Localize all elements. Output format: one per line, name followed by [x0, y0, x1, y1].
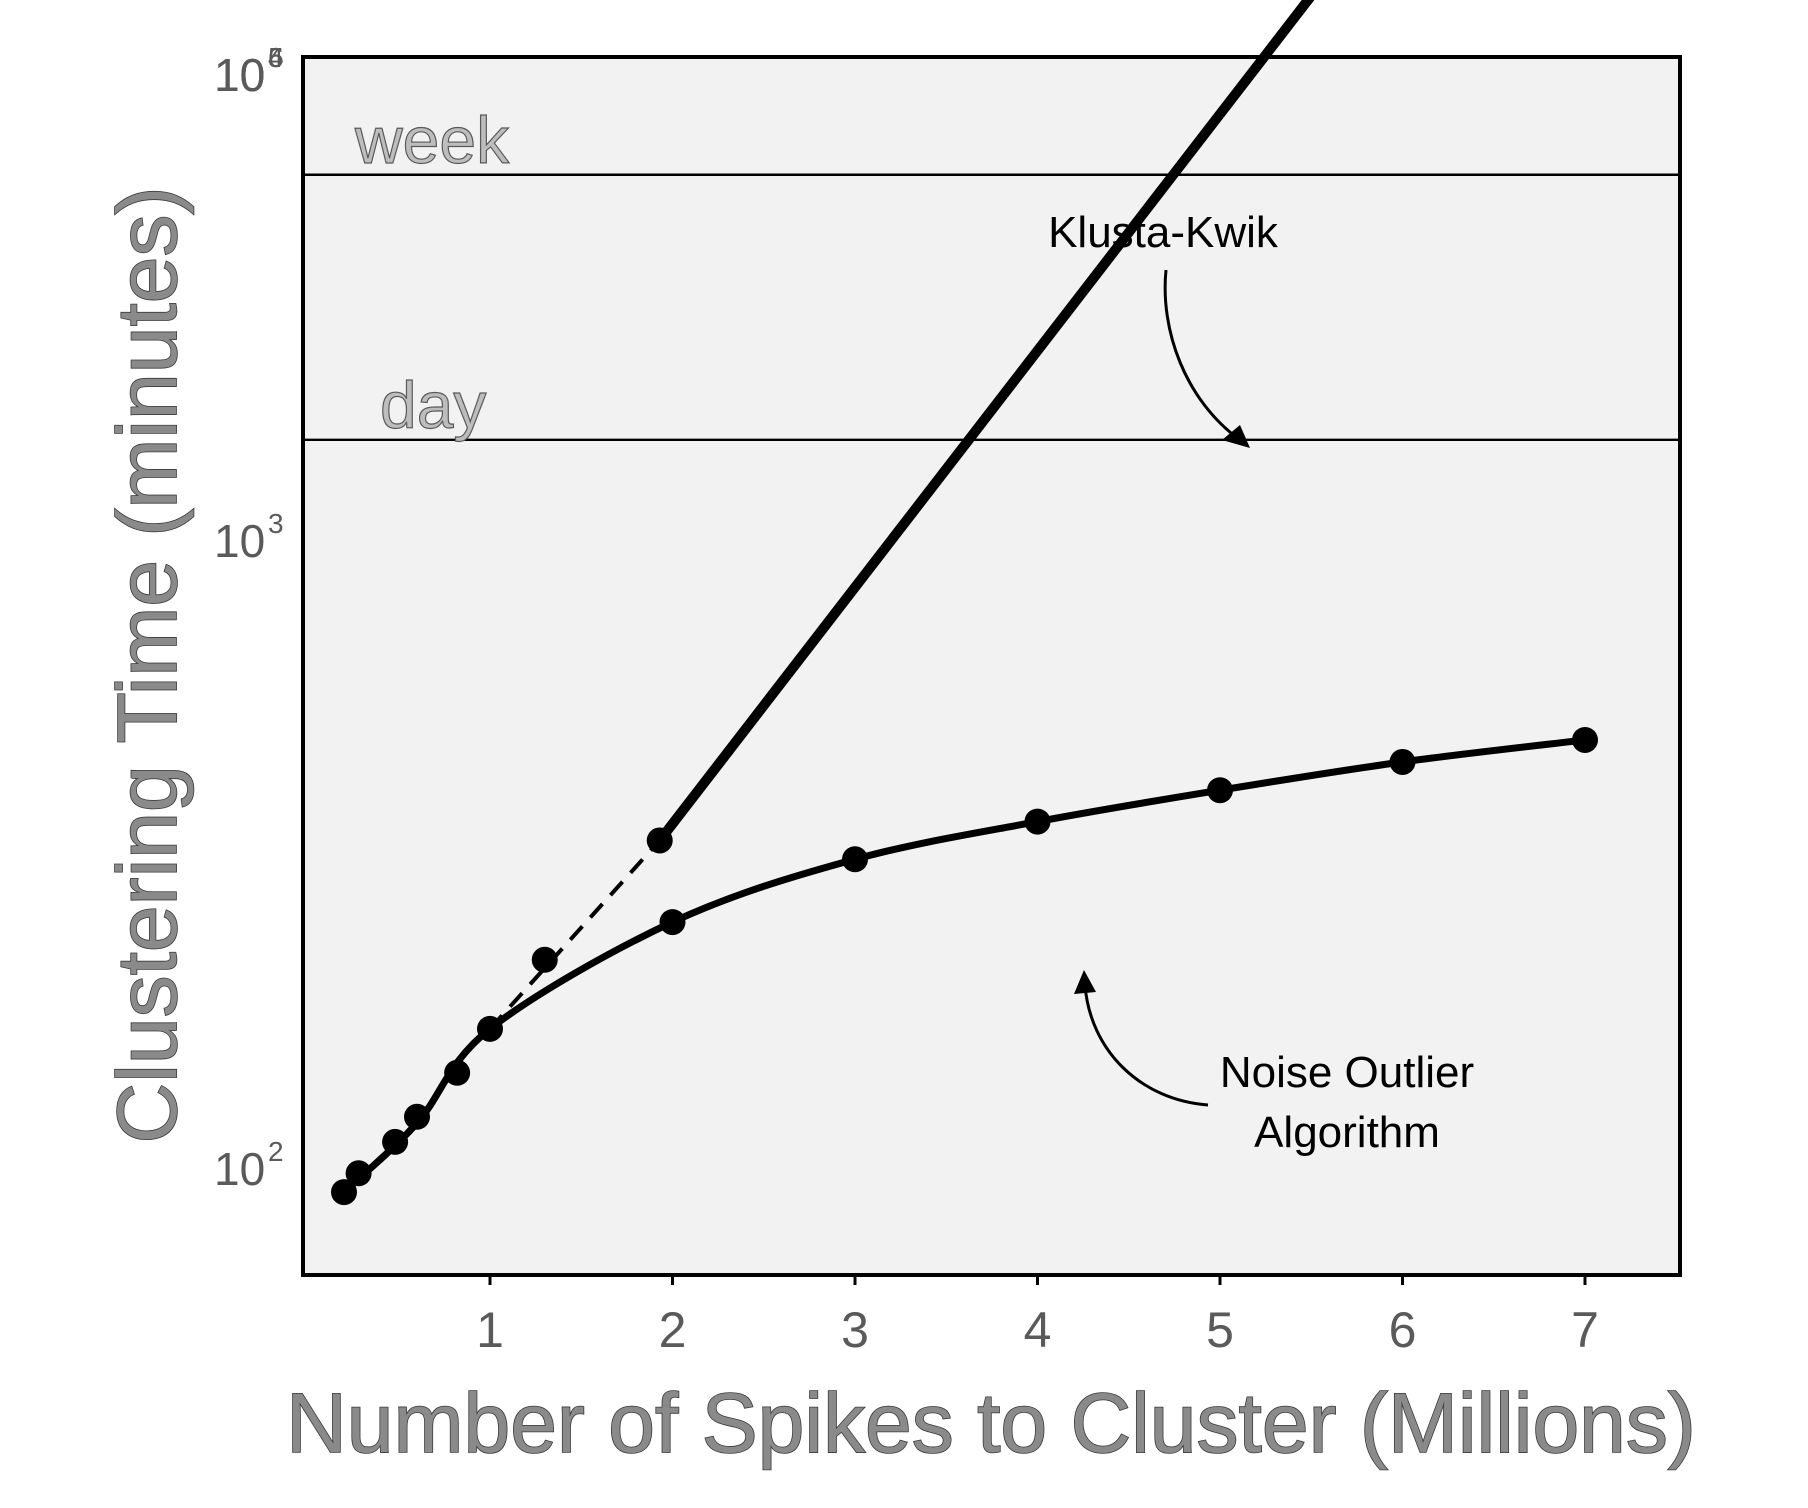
plot-area — [303, 57, 1680, 1275]
klusta-kwik-point-2 — [382, 1128, 409, 1155]
x-tick-label-2: 3 — [841, 1302, 869, 1358]
y-tick-exponent-2: 4 — [268, 42, 284, 73]
y-tick-4: 10 6 — [214, 42, 284, 101]
noise-outlier-label-line-2: Algorithm — [1254, 1108, 1440, 1157]
klusta-kwik-line — [654, 0, 1315, 846]
klusta-kwik-point-6 — [646, 827, 673, 854]
noise-outlier-point-1 — [659, 909, 686, 936]
noise-outlier-point-5 — [1389, 748, 1416, 775]
annotations: Klusta-Kwik Noise Outlier Algorithm — [1048, 208, 1474, 1157]
noise-outlier-point-2 — [842, 846, 868, 873]
y-tick-label-0: 10 — [214, 1143, 265, 1195]
y-tick-label-3: 10 — [214, 49, 265, 101]
y-tick-exponent-3: 5 — [268, 42, 284, 73]
noise-outlier-point-6 — [1572, 726, 1598, 753]
klusta-kwik-dashed-line — [488, 839, 662, 1031]
series-layer — [331, 0, 1598, 1206]
noise-outlier-label-line-1: Noise Outlier — [1220, 1048, 1474, 1097]
x-axis-title: Number of Spikes to Cluster (Millions) — [286, 1376, 1696, 1470]
reference-label-week: week — [354, 103, 510, 177]
y-tick-3: 10 5 — [214, 42, 284, 101]
plot-frame — [301, 55, 1682, 1277]
y-tick-exponent-4: 6 — [268, 42, 284, 73]
klusta-kwik-label: Klusta-Kwik — [1048, 208, 1279, 257]
reference-label-day: day — [380, 368, 486, 442]
y-tick-label-2: 10 — [214, 49, 265, 101]
klusta-kwik-point-5 — [531, 946, 558, 973]
noise-outlier-point-3 — [1024, 808, 1051, 835]
x-tick-label-1: 2 — [659, 1302, 687, 1358]
y-tick-label-4: 10 — [214, 49, 265, 101]
y-tick-0: 10 2 — [214, 1136, 284, 1195]
klusta-kwik-point-4 — [444, 1059, 471, 1086]
y-tick-exponent-1: 3 — [268, 508, 284, 539]
reference-lines: dayweekmonthyear — [303, 102, 1680, 442]
x-tick-label-4: 5 — [1206, 1302, 1234, 1358]
klusta-kwik-arrowhead — [1222, 425, 1250, 448]
y-tick-2: 10 4 — [214, 42, 284, 101]
x-tick-label-3: 4 — [1024, 1302, 1052, 1358]
y-tick-1: 10 3 — [214, 508, 284, 567]
noise-outlier-point-0 — [477, 1015, 503, 1042]
klusta-kwik-arrow — [1163, 269, 1241, 442]
y-axis-title: Clustering Time (minutes) — [100, 187, 194, 1144]
y-tick-exponent-0: 2 — [268, 1136, 284, 1167]
noise-outlier-arrow — [1083, 984, 1209, 1107]
noise-outlier-point-4 — [1207, 777, 1233, 804]
x-tick-label-5: 6 — [1389, 1302, 1417, 1358]
x-tick-label-6: 7 — [1571, 1302, 1599, 1358]
plot-background — [303, 57, 1680, 1275]
klusta-kwik-point-0 — [331, 1179, 357, 1206]
noise-outlier-arrowhead — [1074, 970, 1096, 994]
y-tick-label-1: 10 — [214, 515, 265, 567]
x-tick-label-0: 1 — [476, 1302, 504, 1358]
klusta-kwik-point-1 — [345, 1160, 372, 1187]
klusta-kwik-point-3 — [404, 1103, 430, 1130]
